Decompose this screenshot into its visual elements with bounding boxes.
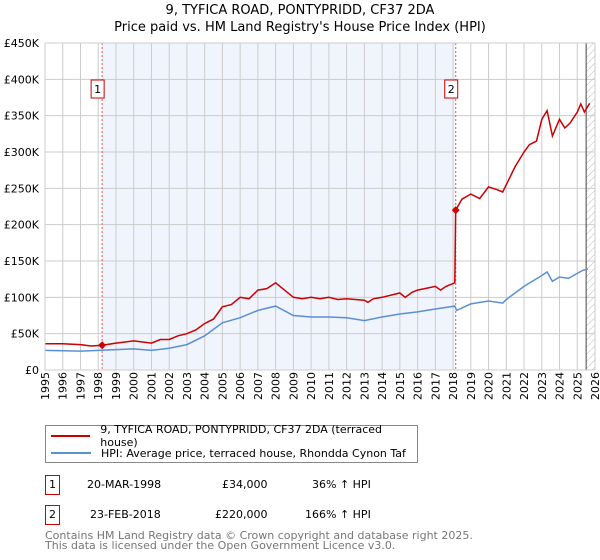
y-tick-label: £300K	[4, 146, 40, 159]
x-tick-label: 2014	[376, 372, 389, 400]
x-tick-label: 1998	[92, 372, 105, 400]
legend: 9, TYFICA ROAD, PONTYPRIDD, CF37 2DA (te…	[45, 423, 418, 463]
x-tick-label: 2023	[536, 372, 549, 400]
x-tick-label: 2011	[323, 372, 336, 400]
future-hatching	[586, 43, 595, 370]
x-tick-label: 1997	[74, 372, 87, 400]
x-tick-label: 1996	[57, 372, 70, 400]
sale-point	[98, 341, 107, 350]
x-tick-label: 2026	[589, 372, 600, 400]
ownership-shading	[102, 43, 456, 370]
property-price-line	[45, 102, 591, 347]
x-tick-label: 2009	[287, 372, 300, 400]
sale-point	[451, 206, 460, 215]
sale-label: 1	[94, 83, 101, 96]
transaction-marker: 2	[45, 505, 60, 525]
plot-frame	[44, 42, 596, 371]
price-chart: 1995 1996 1997 1998 1999 2000 2001 2002 2003 2004…	[4, 37, 600, 400]
x-tick-label: 1999	[110, 372, 123, 400]
y-tick-label: £250K	[4, 182, 40, 195]
footer-copyright: Contains HM Land Registry data © Crown c…	[45, 529, 473, 542]
x-tick-label: 2008	[270, 372, 283, 400]
x-tick-label: 2021	[500, 372, 513, 400]
x-tick-label: 2002	[163, 372, 176, 400]
transaction-date: 20-MAR-1998	[87, 478, 162, 491]
x-tick-label: 2013	[358, 372, 371, 400]
y-tick-label: £150K	[4, 255, 40, 268]
legend-item-property: 9, TYFICA ROAD, PONTYPRIDD, CF37 2DA (te…	[51, 423, 417, 449]
x-tick-label: 2001	[145, 372, 158, 400]
legend-swatch	[51, 452, 91, 454]
footer-licence: This data is licensed under the Open Gov…	[45, 539, 396, 552]
legend-item-hpi: HPI: Average price, terraced house, Rhon…	[51, 445, 406, 461]
x-tick-label: 2020	[483, 372, 496, 400]
footer: Contains HM Land Registry data © Crown c…	[45, 529, 473, 552]
x-tick-label: 2007	[252, 372, 265, 400]
sale-label-box	[90, 79, 105, 99]
x-tick-label: 2018	[447, 372, 460, 400]
x-tick-label: 2010	[305, 372, 318, 400]
sale-label: 2	[448, 83, 455, 96]
y-tick-label: £0	[25, 364, 39, 377]
chart-title: 9, TYFICA ROAD, PONTYPRIDD, CF37 2DA	[165, 3, 435, 18]
legend-label: HPI: Average price, terraced house, Rhon…	[101, 446, 406, 460]
hpi-line	[44, 268, 589, 352]
y-tick-label: £400K	[4, 73, 40, 86]
legend-label: 9, TYFICA ROAD, PONTYPRIDD, CF37 2DA (te…	[100, 423, 383, 449]
x-tick-label: 2012	[341, 372, 354, 400]
y-tick-label: £50K	[11, 328, 40, 341]
x-tick-label: 2025	[571, 372, 584, 400]
transaction-marker: 1	[45, 475, 60, 495]
x-tick-label: 2024	[554, 372, 567, 400]
x-tick-label: 2015	[394, 372, 407, 400]
y-tick-label: £100K	[4, 291, 40, 304]
x-tick-label: 2003	[181, 372, 194, 400]
sale-label-box	[444, 79, 459, 99]
x-tick-label: 2006	[234, 372, 247, 400]
x-tick-label: 2019	[465, 372, 478, 400]
x-tick-label: 2004	[199, 372, 212, 400]
transaction-price: £220,000	[215, 508, 268, 521]
x-tick-label: 2005	[216, 372, 229, 400]
x-tick-label: 2022	[518, 372, 531, 400]
transaction-date: 23-FEB-2018	[90, 508, 161, 521]
transaction-price: £34,000	[222, 478, 268, 491]
x-tick-label: 2017	[429, 372, 442, 400]
x-tick-label: 2000	[128, 372, 141, 400]
y-tick-label: £450K	[4, 37, 40, 50]
x-tick-label: 2016	[412, 372, 425, 400]
transaction-hpi: 166% ↑ HPI	[305, 508, 371, 521]
chart-subtitle: Price paid vs. HM Land Registry's House …	[114, 20, 486, 35]
legend-swatch	[51, 435, 91, 437]
x-tick-label: 1995	[39, 372, 52, 400]
y-tick-label: £200K	[4, 219, 40, 232]
y-tick-label: £350K	[4, 110, 40, 123]
transaction-hpi: 36% ↑ HPI	[312, 478, 371, 491]
